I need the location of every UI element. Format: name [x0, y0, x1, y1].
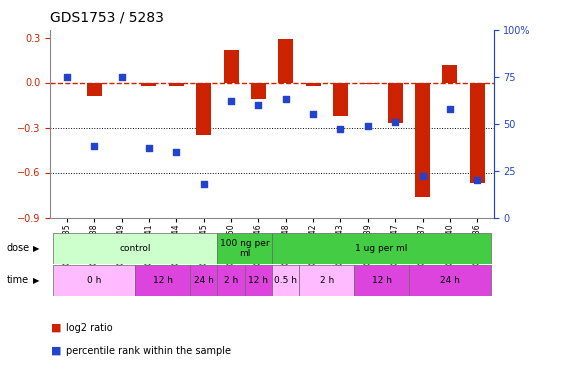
Bar — [278, 39, 293, 82]
Text: 12 h: 12 h — [153, 276, 173, 285]
Text: 0 h: 0 h — [87, 276, 102, 285]
Text: 2 h: 2 h — [224, 276, 238, 285]
Point — [117, 74, 126, 80]
Point — [336, 126, 345, 132]
Text: GDS1753 / 5283: GDS1753 / 5283 — [50, 10, 164, 24]
Bar — [409, 265, 491, 296]
Text: 24 h: 24 h — [440, 276, 460, 285]
Bar — [169, 82, 184, 86]
Bar — [217, 233, 272, 264]
Bar — [53, 233, 217, 264]
Bar — [272, 265, 300, 296]
Text: 100 ng per
ml: 100 ng per ml — [220, 239, 269, 258]
Bar — [306, 82, 321, 86]
Bar — [223, 50, 238, 82]
Bar — [196, 82, 211, 135]
Point — [90, 143, 99, 149]
Bar — [53, 265, 135, 296]
Point — [227, 98, 236, 104]
Bar — [135, 265, 190, 296]
Bar — [251, 82, 266, 99]
Bar — [141, 82, 157, 86]
Text: ▶: ▶ — [33, 276, 39, 285]
Point — [254, 102, 263, 108]
Text: ■: ■ — [50, 346, 61, 355]
Point — [145, 145, 154, 151]
Bar — [333, 82, 348, 116]
Text: time: time — [7, 275, 29, 285]
Bar — [217, 265, 245, 296]
Bar — [190, 265, 217, 296]
Bar — [470, 82, 485, 183]
Bar — [87, 82, 102, 96]
Point — [364, 123, 373, 129]
Bar — [388, 82, 403, 123]
Text: 24 h: 24 h — [194, 276, 214, 285]
Text: log2 ratio: log2 ratio — [66, 323, 113, 333]
Point — [473, 177, 482, 183]
Text: 12 h: 12 h — [249, 276, 268, 285]
Bar — [415, 82, 430, 196]
Text: 0.5 h: 0.5 h — [274, 276, 297, 285]
Bar — [300, 265, 354, 296]
Bar — [354, 265, 409, 296]
Point — [172, 149, 181, 155]
Text: ▶: ▶ — [33, 244, 39, 253]
Bar — [272, 233, 491, 264]
Text: control: control — [119, 244, 151, 253]
Point — [445, 106, 454, 112]
Point — [418, 173, 427, 179]
Text: 12 h: 12 h — [371, 276, 392, 285]
Point — [309, 111, 318, 117]
Text: 1 ug per ml: 1 ug per ml — [355, 244, 408, 253]
Bar — [443, 64, 457, 82]
Text: dose: dose — [7, 243, 30, 253]
Text: 2 h: 2 h — [320, 276, 334, 285]
Point — [390, 119, 399, 125]
Bar — [360, 82, 375, 84]
Bar — [245, 265, 272, 296]
Point — [199, 181, 208, 187]
Point — [281, 96, 290, 102]
Point — [62, 74, 71, 80]
Text: ■: ■ — [50, 323, 61, 333]
Text: percentile rank within the sample: percentile rank within the sample — [66, 346, 231, 355]
